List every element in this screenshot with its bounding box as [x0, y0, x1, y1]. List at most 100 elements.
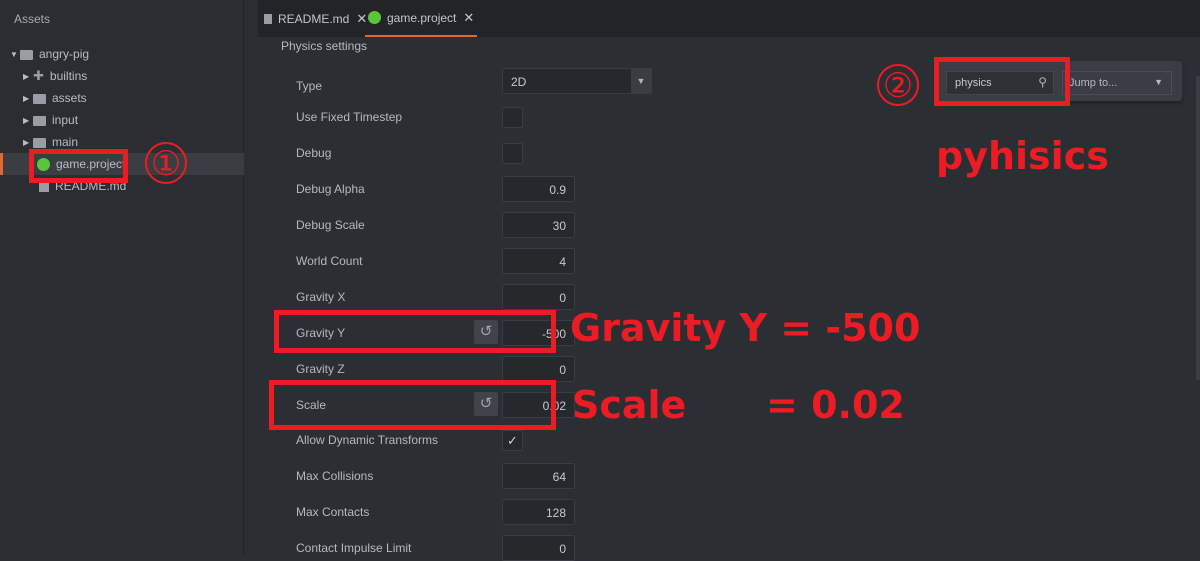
tree-label: game.project: [56, 157, 126, 171]
chevron-down-icon[interactable]: ▼: [631, 69, 651, 93]
reset-icon[interactable]: ↺: [474, 320, 498, 344]
row-contact-impulse-limit: Contact Impulse Limit 0: [296, 535, 575, 561]
allow-dynamic-transforms-checkbox[interactable]: ✓: [502, 430, 523, 451]
collapse-arrow-icon[interactable]: ▶: [23, 71, 30, 81]
tree-item-assets[interactable]: ▶ assets: [0, 87, 244, 109]
tree-label: builtins: [49, 69, 88, 83]
field-label: Debug: [296, 146, 332, 160]
chevron-down-icon: ▼: [1154, 77, 1163, 87]
tree-label: assets: [52, 91, 87, 105]
jump-label: Jump to...: [1069, 77, 1118, 89]
dropdown-value: 2D: [511, 75, 527, 89]
annotation-search-note: pyhisics: [936, 134, 1109, 178]
panel-splitter[interactable]: [244, 0, 258, 554]
world-count-input[interactable]: 4: [502, 248, 575, 274]
debug-alpha-input[interactable]: 0.9: [502, 176, 575, 202]
collapse-arrow-icon[interactable]: ▶: [23, 93, 30, 103]
field-label: Contact Impulse Limit: [296, 541, 412, 555]
max-contacts-input[interactable]: 128: [502, 499, 575, 525]
debug-checkbox[interactable]: [502, 143, 523, 164]
max-collisions-input[interactable]: 64: [502, 463, 575, 489]
file-icon: [39, 180, 49, 192]
row-gravity-z: Gravity Z 0: [296, 356, 575, 382]
annotation-scale-note-label: Scale: [572, 383, 687, 427]
tab-bar: README.md ✕ game.project ✕: [258, 0, 1200, 37]
gravity-y-input[interactable]: -500: [502, 320, 575, 346]
row-max-contacts: Max Contacts 128: [296, 499, 575, 525]
field-label: Max Collisions: [296, 469, 374, 483]
row-debug: Debug: [296, 143, 536, 169]
collapse-arrow-icon[interactable]: ▶: [23, 137, 30, 147]
tree-label: input: [52, 113, 79, 127]
gravity-x-input[interactable]: 0: [502, 284, 575, 310]
close-icon[interactable]: ✕: [463, 9, 475, 25]
field-label: Debug Alpha: [296, 182, 365, 196]
filter-bar: physics ⚲ Jump to... ▼: [936, 61, 1182, 101]
row-gravity-x: Gravity X 0: [296, 284, 575, 310]
annotation-circle-2: ②: [877, 64, 919, 106]
field-label: Use Fixed Timestep: [296, 110, 403, 124]
folder-icon: [33, 138, 46, 148]
jump-to-dropdown[interactable]: Jump to... ▼: [1062, 71, 1172, 95]
folder-icon: [33, 94, 46, 104]
field-label: Gravity Z: [296, 362, 345, 376]
row-allow-dynamic-transforms: Allow Dynamic Transforms ✓: [296, 430, 536, 456]
field-label: Gravity Y: [296, 326, 346, 340]
field-label: Max Contacts: [296, 505, 370, 519]
search-icon: ⚲: [1038, 75, 1047, 89]
tree-item-builtins[interactable]: ▶ ✚ builtins: [0, 65, 244, 87]
row-type: Type 2D ▼: [296, 68, 652, 99]
row-debug-scale: Debug Scale 30: [296, 212, 575, 238]
row-max-collisions: Max Collisions 64: [296, 463, 575, 489]
gravity-z-input[interactable]: 0: [502, 356, 575, 382]
debug-scale-input[interactable]: 30: [502, 212, 575, 238]
row-use-fixed-timestep: Use Fixed Timestep: [296, 107, 536, 133]
field-label: Type: [296, 79, 323, 93]
folder-icon: [20, 50, 33, 60]
field-label: World Count: [296, 254, 363, 268]
puzzle-icon: ✚: [33, 68, 44, 83]
tab-game-project[interactable]: game.project ✕: [365, 0, 478, 37]
tree-item-main[interactable]: ▶ main: [0, 131, 244, 153]
expand-arrow-icon[interactable]: ▼: [10, 49, 18, 59]
folder-icon: [33, 116, 46, 126]
scrollbar[interactable]: [1196, 76, 1200, 380]
gear-icon: [37, 157, 50, 171]
tree-item-input[interactable]: ▶ input: [0, 109, 244, 131]
annotation-box-gravity-y: [274, 310, 556, 353]
annotation-box-game-project: [29, 149, 128, 183]
row-gravity-y: Gravity Y ↺ -500: [296, 320, 575, 346]
use-fixed-timestep-checkbox[interactable]: [502, 107, 523, 128]
row-scale: Scale ↺ 0.02: [296, 392, 575, 418]
annotation-box-scale: [269, 380, 556, 430]
type-dropdown[interactable]: 2D ▼: [502, 68, 652, 94]
close-icon[interactable]: ✕: [356, 10, 368, 26]
field-label: Scale: [296, 398, 327, 412]
field-label: Gravity X: [296, 290, 346, 304]
assets-panel: Assets ▼ angry-pig ▶ ✚ builtins ▶ assets ▶ in…: [0, 0, 244, 554]
tab-label: README.md: [278, 11, 350, 26]
field-label: Allow Dynamic Transforms: [296, 433, 439, 447]
reset-icon[interactable]: ↺: [474, 392, 498, 416]
gear-icon: [368, 11, 381, 24]
tree-label: angry-pig: [39, 47, 90, 61]
search-value: physics: [955, 77, 992, 89]
row-world-count: World Count 4: [296, 248, 575, 274]
tree-label: main: [52, 135, 79, 149]
search-input[interactable]: physics ⚲: [946, 71, 1054, 95]
settings-form: Physics settings Type 2D ▼ Use Fixed Times…: [258, 37, 1200, 561]
field-label: Debug Scale: [296, 218, 365, 232]
file-icon: [264, 13, 272, 24]
annotation-gravity-note: Gravity Y = -500: [570, 306, 921, 350]
tab-readme[interactable]: README.md ✕: [264, 0, 367, 37]
collapse-arrow-icon[interactable]: ▶: [23, 115, 30, 125]
contact-impulse-limit-input[interactable]: 0: [502, 535, 575, 561]
row-debug-alpha: Debug Alpha 0.9: [296, 176, 575, 202]
tab-label: game.project: [387, 10, 457, 25]
annotation-box-search: [934, 57, 1070, 106]
annotation-circle-1: ①: [145, 142, 187, 184]
assets-title: Assets: [14, 12, 51, 26]
tree-item-angry-pig[interactable]: ▼ angry-pig: [0, 43, 244, 65]
annotation-scale-note-value: = 0.02: [766, 383, 905, 427]
scale-input[interactable]: 0.02: [502, 392, 575, 418]
